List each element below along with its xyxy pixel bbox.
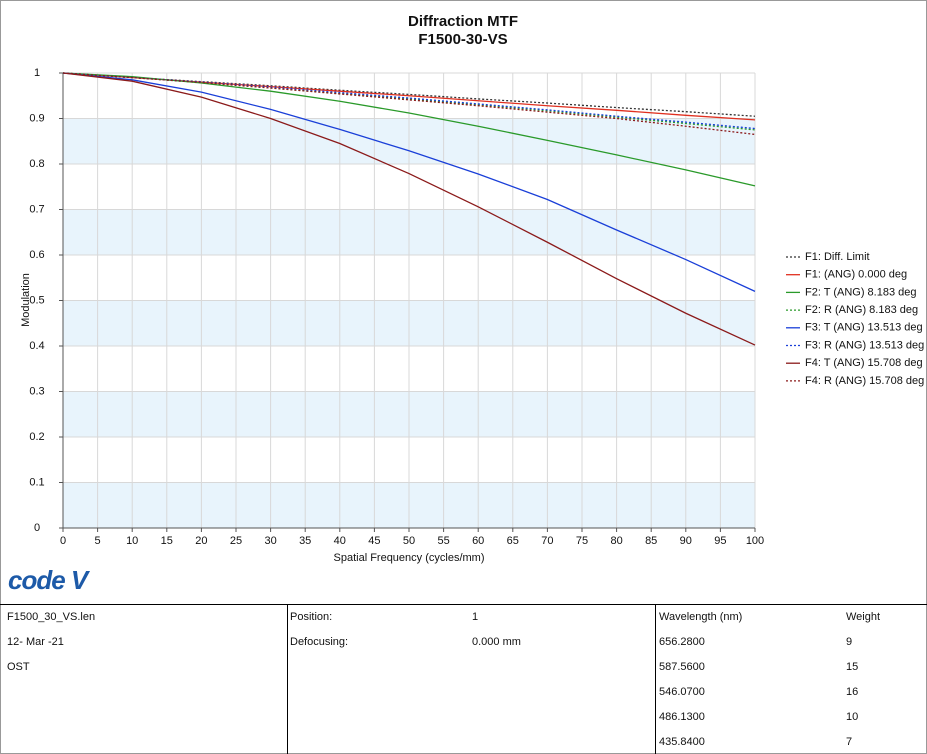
- x-tick-label: 0: [60, 535, 66, 547]
- series-line: [62, 72, 756, 117]
- y-tick-label: 0.6: [29, 249, 44, 261]
- series-line: [62, 72, 756, 346]
- weight: 7: [846, 736, 852, 748]
- y-tick-label: 0.7: [29, 203, 44, 215]
- legend-label: F2: R (ANG) 8.183 deg: [805, 304, 918, 316]
- y-axis-label: Modulation: [20, 273, 32, 327]
- y-tick-label: 0.2: [29, 431, 44, 443]
- x-tick-label: 20: [195, 535, 207, 547]
- weight: 10: [846, 711, 858, 723]
- x-tick-label: 90: [680, 535, 692, 547]
- x-tick-label: 70: [541, 535, 553, 547]
- x-tick-label: 5: [95, 535, 101, 547]
- x-tick-label: 35: [299, 535, 311, 547]
- table-header: Weight: [846, 611, 880, 623]
- x-tick-label: 75: [576, 535, 588, 547]
- x-tick-label: 100: [746, 535, 764, 547]
- weight: 9: [846, 636, 852, 648]
- legend-label: F1: (ANG) 0.000 deg: [805, 269, 907, 281]
- setting-value: 0.000 mm: [472, 636, 521, 648]
- x-tick-label: 45: [368, 535, 380, 547]
- chart-subtitle: F1500-30-VS: [418, 31, 507, 48]
- setting-label: Defocusing:: [290, 636, 348, 648]
- y-tick-label: 1: [34, 67, 40, 79]
- info-text: OST: [7, 661, 30, 673]
- x-tick-label: 50: [403, 535, 415, 547]
- legend-label: F1: Diff. Limit: [805, 251, 870, 263]
- x-tick-label: 25: [230, 535, 242, 547]
- x-tick-label: 55: [437, 535, 449, 547]
- table-header: Wavelength (nm): [659, 611, 742, 623]
- x-tick-label: 65: [507, 535, 519, 547]
- info-text: F1500_30_VS.len: [7, 611, 95, 623]
- x-tick-label: 15: [161, 535, 173, 547]
- x-axis-label: Spatial Frequency (cycles/mm): [334, 552, 485, 564]
- x-tick-label: 10: [126, 535, 138, 547]
- legend-label: F2: T (ANG) 8.183 deg: [805, 286, 916, 298]
- info-table: [0, 604, 927, 754]
- setting-label: Position:: [290, 611, 332, 623]
- y-tick-label: 0.5: [29, 294, 44, 306]
- legend-label: F3: R (ANG) 13.513 deg: [805, 339, 924, 351]
- chart-title: Diffraction MTF: [408, 13, 518, 30]
- x-tick-label: 60: [472, 535, 484, 547]
- wavelength: 546.0700: [659, 686, 705, 698]
- logo: code V: [8, 565, 91, 595]
- legend-label: F3: T (ANG) 13.513 deg: [805, 322, 923, 334]
- y-tick-label: 0: [34, 522, 40, 534]
- wavelength: 435.8400: [659, 736, 705, 748]
- weight: 16: [846, 686, 858, 698]
- y-tick-label: 0.4: [29, 340, 44, 352]
- y-tick-label: 0.3: [29, 385, 44, 397]
- y-tick-label: 0.1: [29, 476, 44, 488]
- legend-label: F4: R (ANG) 15.708 deg: [805, 375, 924, 387]
- series-line: [62, 72, 756, 187]
- weight: 15: [846, 661, 858, 673]
- setting-value: 1: [472, 611, 478, 623]
- info-text: 12- Mar -21: [7, 636, 64, 648]
- wavelength: 486.1300: [659, 711, 705, 723]
- legend-label: F4: T (ANG) 15.708 deg: [805, 357, 923, 369]
- y-tick-label: 0.8: [29, 158, 44, 170]
- x-tick-label: 30: [264, 535, 276, 547]
- wavelength: 656.2800: [659, 636, 705, 648]
- x-tick-label: 85: [645, 535, 657, 547]
- wavelength: 587.5600: [659, 661, 705, 673]
- series-line: [62, 72, 756, 292]
- x-tick-label: 40: [334, 535, 346, 547]
- x-tick-label: 95: [714, 535, 726, 547]
- x-tick-label: 80: [610, 535, 622, 547]
- y-tick-label: 0.9: [29, 112, 44, 124]
